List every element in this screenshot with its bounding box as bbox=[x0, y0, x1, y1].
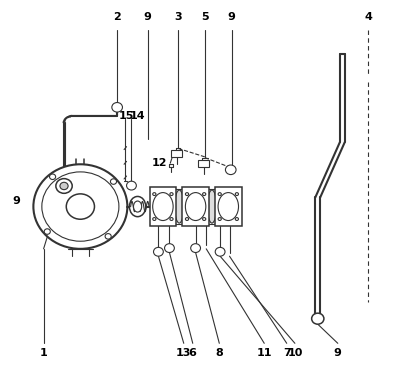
Text: 11: 11 bbox=[256, 348, 271, 358]
Text: 10: 10 bbox=[287, 348, 302, 358]
Circle shape bbox=[49, 174, 56, 179]
Circle shape bbox=[126, 181, 136, 190]
Circle shape bbox=[185, 218, 188, 220]
Circle shape bbox=[42, 172, 119, 241]
Text: 9: 9 bbox=[12, 196, 20, 206]
Circle shape bbox=[112, 103, 122, 112]
Circle shape bbox=[164, 244, 174, 252]
Circle shape bbox=[60, 182, 68, 190]
Text: 9: 9 bbox=[333, 348, 341, 358]
Text: 3: 3 bbox=[174, 12, 182, 22]
Text: 5: 5 bbox=[201, 12, 208, 22]
Text: 4: 4 bbox=[364, 12, 371, 22]
Circle shape bbox=[153, 247, 163, 256]
Circle shape bbox=[202, 218, 205, 220]
Circle shape bbox=[235, 218, 238, 220]
Circle shape bbox=[153, 218, 155, 220]
Circle shape bbox=[169, 193, 173, 196]
Bar bbox=[214, 187, 241, 226]
Circle shape bbox=[110, 179, 116, 184]
Circle shape bbox=[215, 247, 225, 256]
Text: 9: 9 bbox=[144, 12, 151, 22]
Circle shape bbox=[169, 218, 173, 220]
Circle shape bbox=[33, 164, 127, 249]
Circle shape bbox=[44, 229, 50, 234]
Text: 8: 8 bbox=[215, 348, 222, 358]
Circle shape bbox=[153, 193, 155, 196]
Ellipse shape bbox=[207, 190, 216, 223]
Ellipse shape bbox=[218, 193, 238, 221]
Bar bbox=[182, 187, 208, 226]
Text: 13: 13 bbox=[175, 348, 191, 358]
Circle shape bbox=[56, 179, 72, 193]
Circle shape bbox=[218, 218, 221, 220]
Circle shape bbox=[202, 193, 205, 196]
Circle shape bbox=[105, 234, 111, 239]
Circle shape bbox=[185, 193, 188, 196]
Ellipse shape bbox=[133, 201, 142, 212]
Text: 7: 7 bbox=[282, 348, 290, 358]
Ellipse shape bbox=[174, 190, 183, 223]
Circle shape bbox=[225, 165, 236, 175]
Circle shape bbox=[190, 244, 200, 252]
Ellipse shape bbox=[185, 193, 205, 221]
Bar bbox=[198, 160, 208, 167]
Circle shape bbox=[311, 313, 323, 324]
Circle shape bbox=[235, 193, 238, 196]
Circle shape bbox=[218, 193, 221, 196]
Ellipse shape bbox=[152, 193, 173, 221]
Text: 2: 2 bbox=[113, 12, 121, 22]
Text: 12: 12 bbox=[151, 158, 166, 168]
Text: 14: 14 bbox=[130, 111, 145, 121]
Text: 15: 15 bbox=[119, 111, 134, 121]
Circle shape bbox=[66, 194, 94, 219]
Text: 9: 9 bbox=[227, 12, 235, 22]
Text: 1: 1 bbox=[40, 348, 47, 358]
Bar bbox=[171, 150, 181, 157]
Bar bbox=[149, 187, 176, 226]
Text: 6: 6 bbox=[188, 348, 196, 358]
Ellipse shape bbox=[129, 196, 145, 217]
